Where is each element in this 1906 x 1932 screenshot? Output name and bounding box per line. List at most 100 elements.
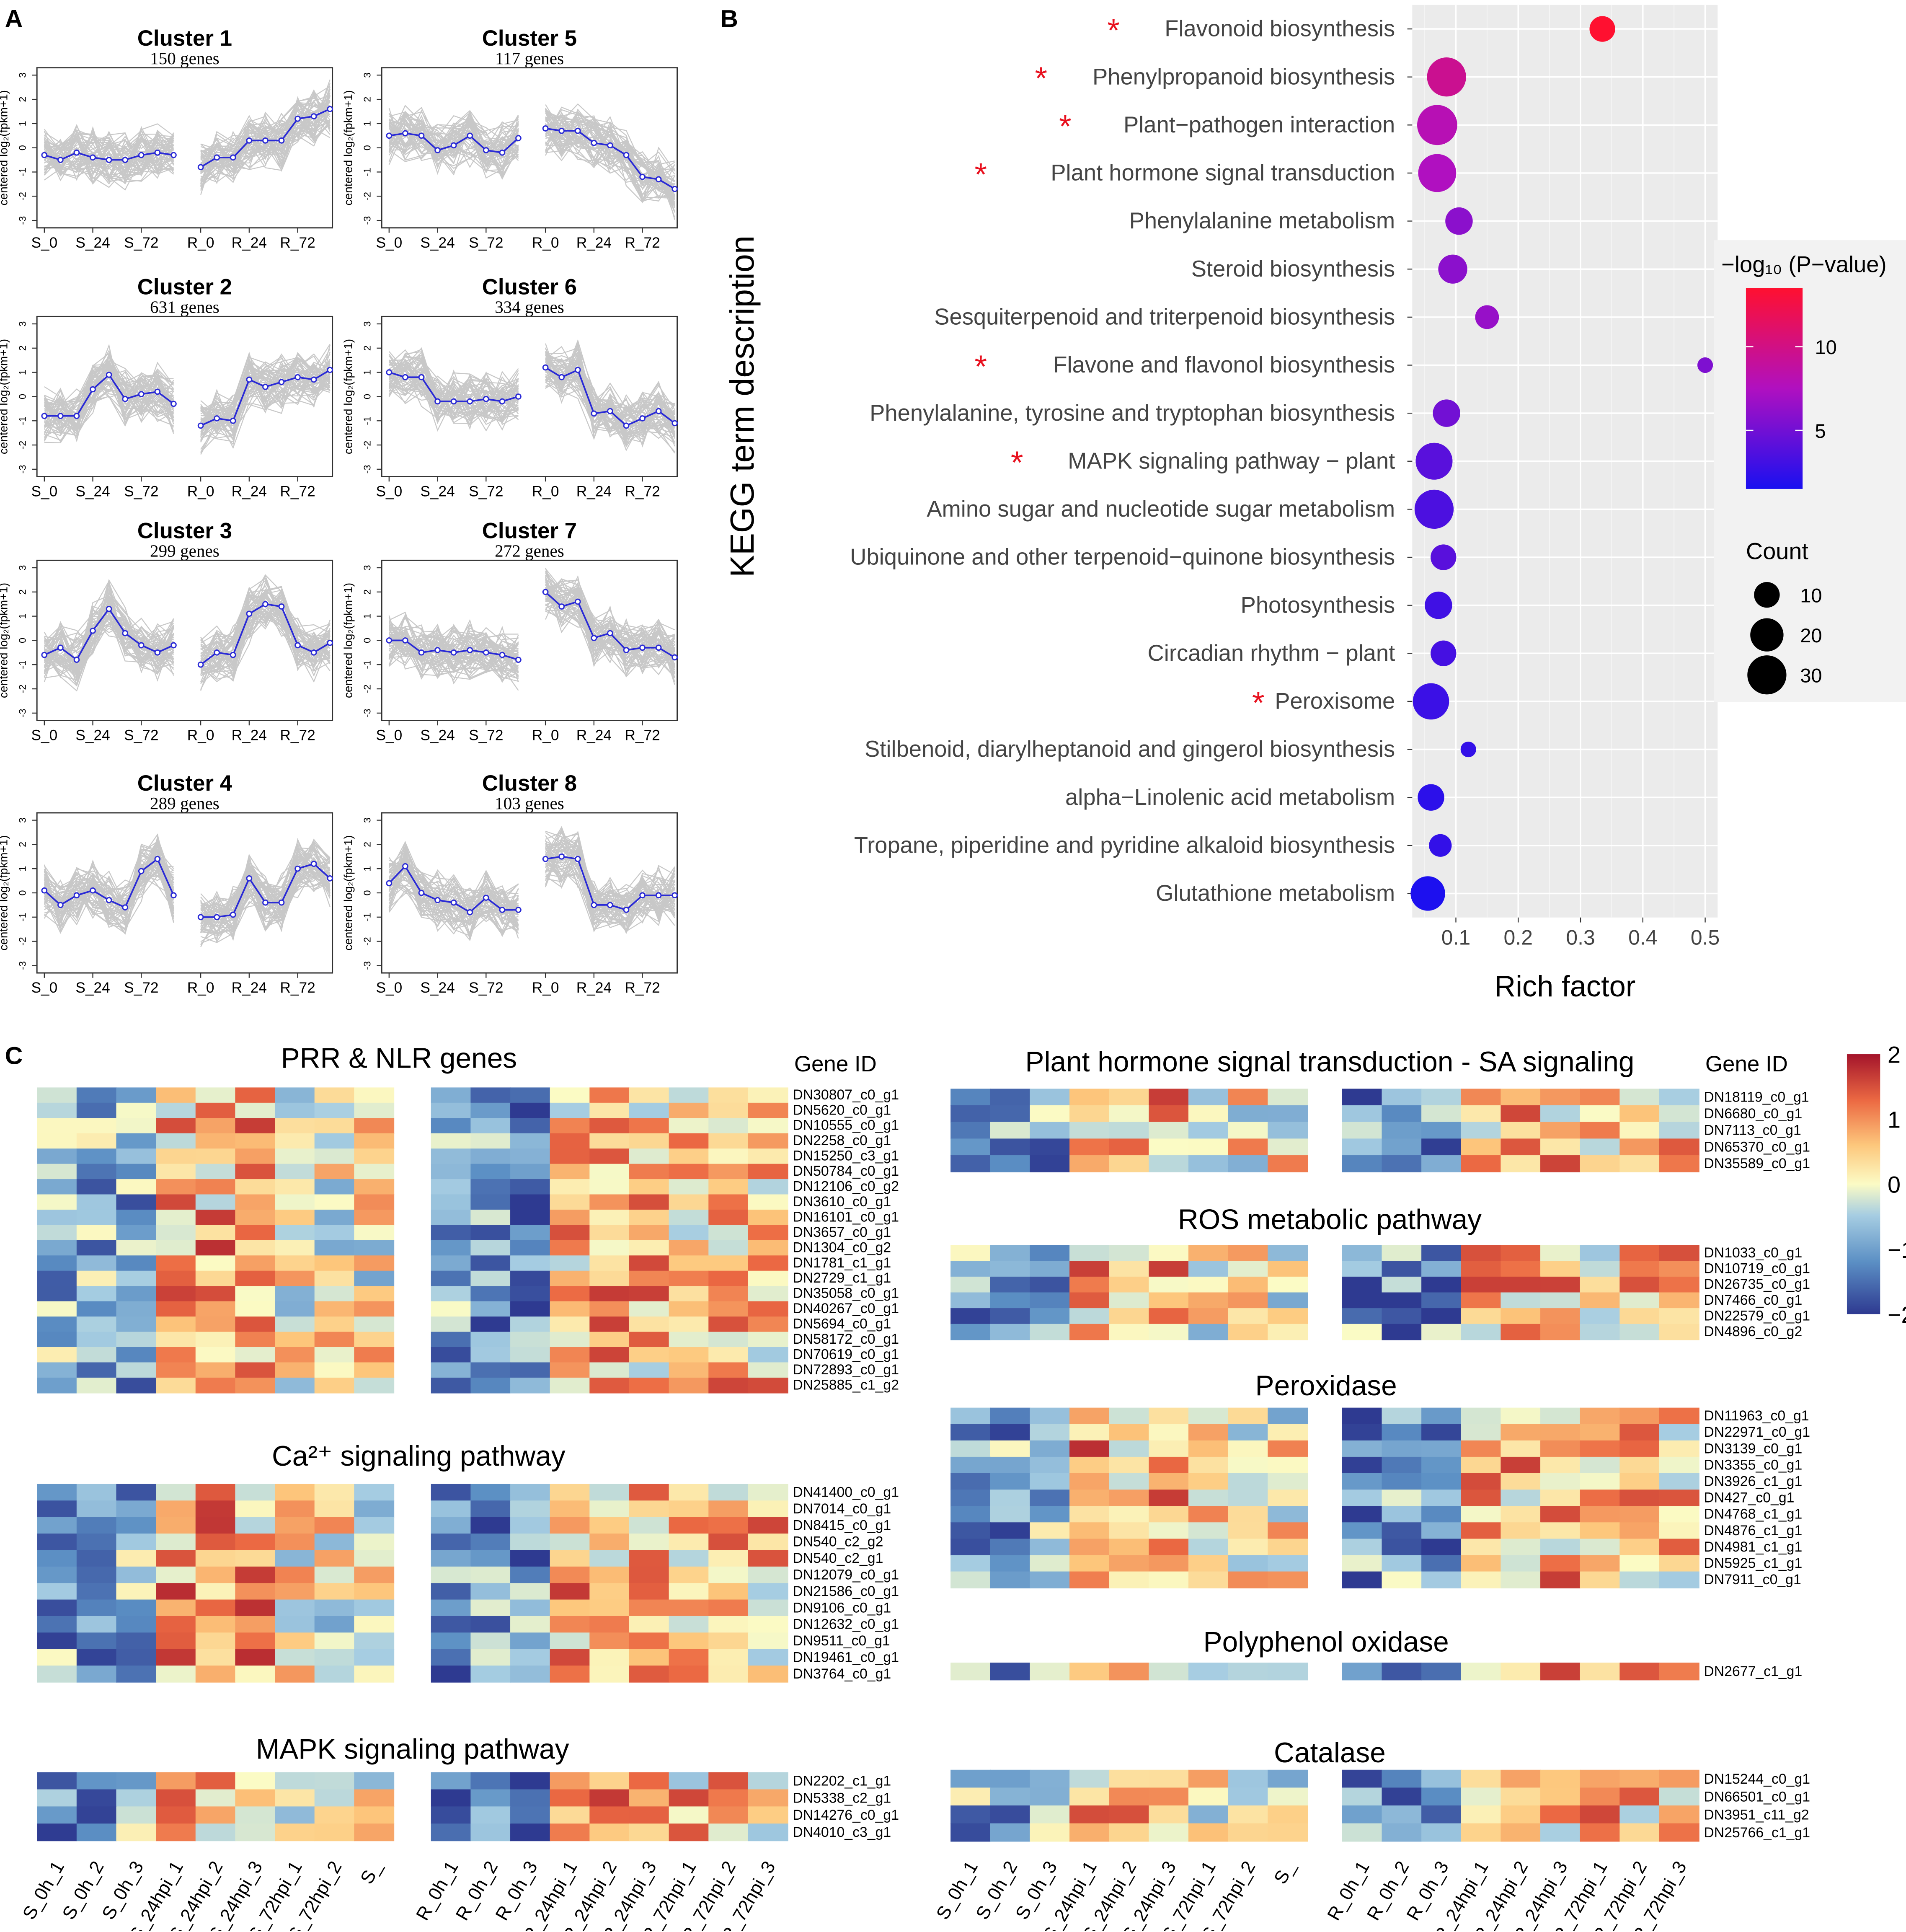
heatmap-cell (235, 1148, 276, 1164)
heatmap-cell (1109, 1276, 1149, 1293)
y-axis-label: centered log₂(fpkm+1) (342, 583, 355, 698)
heatmap-cell (156, 1255, 196, 1271)
heatmap-cell (510, 1666, 550, 1683)
heatmap-cell (1461, 1105, 1501, 1122)
x-tick-label: R_72 (280, 727, 315, 744)
gene-id-label: DN4981_c1_g1 (1704, 1539, 1802, 1555)
heatmap-cell (990, 1122, 1030, 1139)
heatmap-cell (1149, 1261, 1189, 1278)
centroid-point (542, 589, 549, 595)
heatmap-cell (1069, 1823, 1110, 1842)
heatmap-cell (195, 1823, 236, 1841)
heatmap-cell (1501, 1456, 1541, 1474)
heatmap-cell (1501, 1805, 1541, 1824)
heatmap-cell (275, 1583, 315, 1600)
heatmap-cell (470, 1377, 511, 1394)
heatmap-cell (275, 1164, 315, 1180)
centroid-point (246, 137, 253, 144)
significance-asterisk: * (1107, 13, 1120, 48)
heatmap-cell (1461, 1089, 1501, 1106)
heatmap-cell (354, 1118, 395, 1134)
heatmap-cell (1580, 1245, 1620, 1262)
heatmap-cell (1069, 1324, 1110, 1340)
heatmap-cell (76, 1534, 117, 1551)
heatmap-cell (550, 1823, 590, 1841)
heatmap-cell (314, 1362, 355, 1379)
heatmap-cell (195, 1102, 236, 1119)
background-gene-line (389, 124, 519, 155)
centroid-point (41, 413, 48, 419)
heatmap-cell (116, 1649, 157, 1666)
x-tick-label: S_24 (75, 727, 110, 744)
heatmap-cell (1382, 1089, 1422, 1106)
centroid-point (671, 186, 678, 192)
y-tick-label: 2 (362, 345, 373, 351)
heatmap-cell (116, 1377, 157, 1394)
enrichment-dot (1445, 207, 1473, 235)
heatmap-cell (470, 1823, 511, 1841)
centroid-point (386, 132, 393, 139)
heatmap-cell (314, 1286, 355, 1302)
heatmap-cell (550, 1179, 590, 1195)
heatmap-cell (314, 1179, 355, 1195)
gene-id-label: DN12079_c0_g1 (793, 1567, 899, 1583)
centroid-point (57, 644, 64, 651)
heatmap-cell (195, 1666, 236, 1683)
heatmap-cell (354, 1087, 395, 1104)
heatmap-cell (195, 1316, 236, 1332)
heatmap-cell (1540, 1245, 1581, 1262)
heatmap-cell (76, 1240, 117, 1256)
heatmap-cell (37, 1583, 77, 1600)
heatmap-cell (116, 1255, 157, 1271)
centroid-point (138, 152, 145, 158)
background-gene-line (388, 630, 519, 676)
heatmap-cell (950, 1571, 991, 1588)
heatmap-cell (510, 1550, 550, 1567)
heatmap-cell (1030, 1663, 1070, 1681)
heatmap-cell (669, 1666, 709, 1683)
heatmap-cell (1580, 1324, 1620, 1340)
heatmap-cell (275, 1500, 315, 1518)
heatmap-cell (990, 1663, 1030, 1681)
heatmap-cell (235, 1240, 276, 1256)
y-tick-label: -2 (362, 937, 373, 946)
centroid-point (418, 890, 425, 896)
heatmap-cell (1501, 1555, 1541, 1572)
y-tick-label: -1 (17, 913, 28, 921)
heatmap-title: Ca²⁺ signaling pathway (272, 1441, 566, 1472)
background-gene-line (388, 624, 519, 682)
heatmap-cell (354, 1517, 395, 1534)
heatmap-cell (354, 1270, 395, 1287)
gene-id-label: DN65370_c0_g1 (1704, 1139, 1810, 1155)
heatmap-cell (354, 1806, 395, 1824)
heatmap-cell (1619, 1823, 1660, 1842)
heatmap-cell (1580, 1308, 1620, 1324)
heatmap-cell (275, 1270, 315, 1287)
heatmap-cell (669, 1133, 709, 1149)
heatmap-cell (354, 1484, 395, 1501)
heatmap-cell (990, 1555, 1030, 1572)
heatmap-cell (116, 1362, 157, 1379)
heatmap-cell (550, 1286, 590, 1302)
heatmap-cell (76, 1118, 117, 1134)
centroid-point (230, 154, 236, 161)
heatmap-cell (470, 1347, 511, 1363)
heatmap-cell (1030, 1138, 1070, 1156)
heatmap-cell (431, 1806, 471, 1824)
heatmap-cell (235, 1616, 276, 1633)
x-tick-label: R_72 (280, 980, 315, 996)
heatmap-cell (550, 1133, 590, 1149)
heatmap-cell (1580, 1555, 1620, 1572)
heatmap-cell (37, 1133, 77, 1149)
heatmap-cell (1461, 1522, 1501, 1539)
heatmap-cell (431, 1347, 471, 1363)
heatmap-cell (1540, 1823, 1581, 1842)
heatmap-cell (354, 1616, 395, 1633)
heatmap-cell (76, 1772, 117, 1790)
heatmap-cell (76, 1209, 117, 1226)
heatmap-cell (708, 1164, 749, 1180)
heatmap-cell (195, 1255, 236, 1271)
gene-id-label: DN1033_c0_g1 (1704, 1245, 1802, 1261)
heatmap-cell (629, 1484, 669, 1501)
